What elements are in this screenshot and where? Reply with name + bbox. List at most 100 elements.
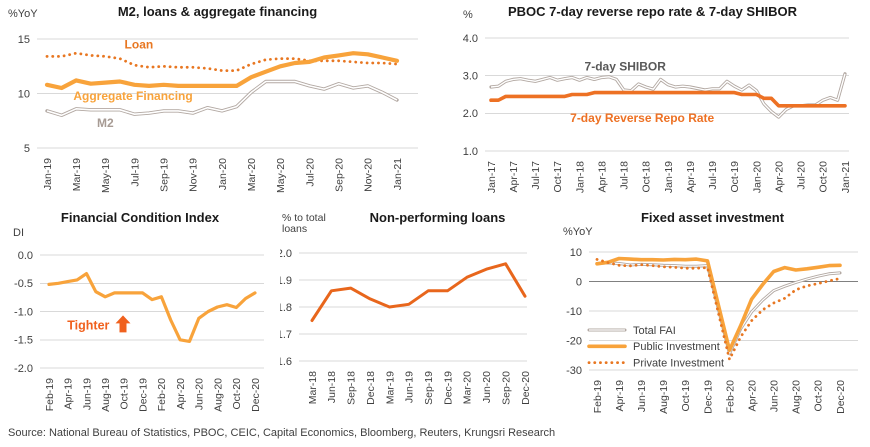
- legend-label: Private Investment: [633, 357, 724, 369]
- svg-text:-1.5: -1.5: [14, 335, 33, 347]
- svg-text:Apr-20: Apr-20: [175, 378, 187, 410]
- svg-text:Dec-20: Dec-20: [835, 380, 847, 414]
- svg-text:Mar-20: Mar-20: [462, 371, 474, 404]
- svg-text:Jul-19: Jul-19: [129, 158, 141, 187]
- svg-text:Mar-19: Mar-19: [71, 158, 83, 191]
- svg-text:Dec-18: Dec-18: [365, 371, 377, 405]
- chart-title: PBOC 7-day reverse repo rate & 7-day SHI…: [508, 4, 797, 19]
- series-label: M2: [97, 116, 114, 130]
- svg-text:Nov-19: Nov-19: [188, 158, 200, 192]
- svg-text:1.7: 1.7: [280, 329, 292, 341]
- x-axis-labels: Jan-17 Apr-17 Jul-17 Oct-17 Jan-18 Apr-18 Jul-…: [486, 161, 852, 193]
- svg-text:Jul-17: Jul-17: [530, 161, 542, 190]
- svg-text:Dec-19: Dec-19: [137, 378, 149, 412]
- svg-text:Sep-20: Sep-20: [500, 371, 512, 405]
- svg-text:1.8: 1.8: [280, 302, 292, 314]
- svg-text:Oct-20: Oct-20: [818, 161, 830, 193]
- gridlines: [37, 38, 418, 149]
- svg-text:Jun-19: Jun-19: [81, 378, 93, 410]
- svg-text:Dec-19: Dec-19: [442, 371, 454, 405]
- svg-text:10: 10: [18, 88, 30, 100]
- svg-text:Apr-19: Apr-19: [685, 161, 697, 193]
- svg-text:Jan-21: Jan-21: [392, 158, 404, 190]
- svg-text:-1.0: -1.0: [14, 306, 33, 318]
- svg-text:Feb-20: Feb-20: [156, 378, 168, 411]
- series-label: Aggregate Financing: [73, 89, 192, 103]
- chart-pboc-repo-shibor: 4.0 3.0 2.0 1.0 Jan-17 Apr-17 Jul-17 Oct-17 Jan-…: [435, 0, 870, 200]
- m2-loans-chart-plot: 15 10 5 Jan-19 Mar-19 May-19 Jul-19 Sep-19 Nov-1…: [18, 34, 418, 193]
- svg-text:Dec-19: Dec-19: [702, 380, 714, 414]
- svg-text:Oct-20: Oct-20: [813, 380, 825, 412]
- series-financial-condition-index: [47, 271, 257, 343]
- series-loan: [45, 51, 399, 72]
- x-axis-labels: Mar-18 Jun-18 Sep-18 Dec-18 Mar-19 Jun-19 Sep-…: [307, 371, 532, 405]
- chart-title: Financial Condition Index: [60, 210, 220, 225]
- svg-text:Aug-19: Aug-19: [100, 378, 112, 412]
- y-axis-labels: 10 0 -10 -20 -30: [566, 247, 582, 377]
- svg-text:10: 10: [570, 247, 582, 259]
- svg-text:15: 15: [18, 34, 30, 46]
- legend-label: Total FAI: [633, 325, 676, 337]
- svg-text:Jan-20: Jan-20: [751, 161, 763, 193]
- y-axis-labels: 4.0 3.0 2.0 1.0: [463, 33, 478, 158]
- annotations: Tighter: [67, 315, 131, 333]
- svg-text:5: 5: [24, 143, 30, 155]
- svg-text:Jan-17: Jan-17: [486, 161, 498, 193]
- svg-text:Aug-20: Aug-20: [212, 378, 224, 412]
- svg-text:Mar-20: Mar-20: [246, 158, 258, 191]
- svg-text:Apr-20: Apr-20: [746, 380, 758, 412]
- chart-m2-loans-aggregate-financing: 15 10 5 Jan-19 Mar-19 May-19 Jul-19 Sep-19 Nov-1…: [0, 0, 435, 200]
- legend-label: Public Investment: [633, 341, 720, 353]
- y-axis-unit: DI: [13, 227, 24, 239]
- series-m2: [45, 79, 399, 118]
- x-axis-labels: Jan-19 Mar-19 May-19 Jul-19 Sep-19 Nov-19 Jan-…: [42, 158, 404, 193]
- svg-text:Sep-19: Sep-19: [158, 158, 170, 192]
- svg-text:Oct-17: Oct-17: [552, 161, 564, 193]
- svg-text:Nov-20: Nov-20: [363, 158, 375, 192]
- svg-text:0.0: 0.0: [18, 250, 33, 262]
- svg-text:Oct-19: Oct-19: [729, 161, 741, 193]
- svg-text:Jul-20: Jul-20: [304, 158, 316, 187]
- y-axis-labels: 2.0 1.9 1.8 1.7 1.6: [280, 248, 292, 368]
- svg-text:Jun-20: Jun-20: [769, 380, 781, 412]
- svg-text:0: 0: [576, 276, 582, 288]
- y-axis-unit: %YoY: [8, 8, 38, 20]
- npl-chart-plot: 2.01.91.81.71.6Mar-18Jun-18Sep-18Dec-18M…: [280, 248, 532, 405]
- svg-text:Jan-18: Jan-18: [574, 161, 586, 193]
- svg-text:Mar-19: Mar-19: [384, 371, 396, 404]
- y-axis-unit: %YoY: [563, 226, 593, 238]
- svg-text:Apr-20: Apr-20: [773, 161, 785, 193]
- svg-text:Apr-19: Apr-19: [63, 378, 75, 410]
- gridlines: [485, 37, 849, 152]
- gridlines: [40, 254, 264, 369]
- svg-text:-2.0: -2.0: [14, 363, 33, 375]
- series-label: 7-day SHIBOR: [585, 59, 667, 73]
- svg-text:Oct-19: Oct-19: [680, 380, 692, 412]
- series-7-day-shibor: [489, 72, 847, 119]
- series-label: 7-day Reverse Repo Rate: [570, 111, 714, 125]
- svg-text:Oct-18: Oct-18: [641, 161, 653, 193]
- svg-text:1.0: 1.0: [463, 146, 478, 158]
- svg-text:Jun-20: Jun-20: [194, 378, 206, 410]
- gridlines: [589, 251, 858, 371]
- chart-title: Non-performing loans: [369, 210, 506, 225]
- chart-title: M2, loans & aggregate financing: [117, 4, 318, 19]
- svg-text:Oct-20: Oct-20: [231, 378, 243, 410]
- series-public-investment: [595, 256, 842, 352]
- source-note: Source: National Bureau of Statistics, P…: [8, 427, 556, 439]
- svg-text:Jun-18: Jun-18: [326, 371, 338, 403]
- svg-text:Feb-19: Feb-19: [44, 378, 56, 411]
- series-aggregate-financing: [44, 51, 400, 91]
- up-arrow-icon: [115, 315, 131, 333]
- svg-text:1.6: 1.6: [280, 356, 292, 368]
- y-axis-unit: % to total loans: [282, 212, 326, 236]
- svg-text:-10: -10: [566, 306, 582, 318]
- x-axis-labels: Feb-19 Apr-19 Jun-19 Aug-19 Oct-19 Dec-19 Feb-…: [44, 378, 262, 412]
- legend: Total FAI Public Investment Private Invest…: [587, 325, 724, 369]
- chart-fixed-asset-investment: 10 0 -10 -20 -30 Feb-19 Apr-19 Jun-19 Aug-19 Oct-…: [555, 200, 870, 425]
- svg-text:Sep-19: Sep-19: [423, 371, 435, 405]
- svg-text:4.0: 4.0: [463, 33, 478, 45]
- svg-text:Mar-18: Mar-18: [307, 371, 319, 404]
- svg-text:Aug-20: Aug-20: [791, 380, 803, 414]
